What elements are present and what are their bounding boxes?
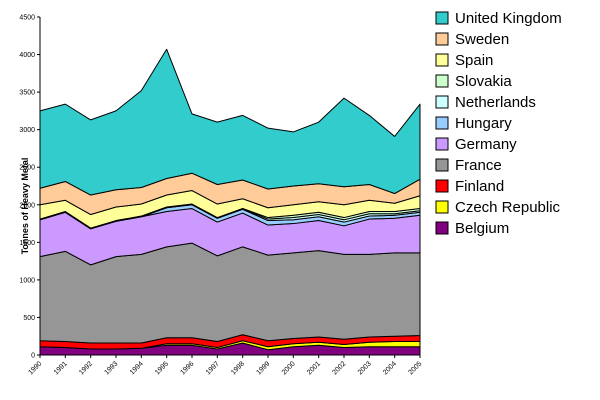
legend-item-sweden: Sweden (435, 31, 509, 48)
y-tick-label: 4000 (19, 52, 35, 59)
y-tick-label: 2000 (19, 202, 35, 209)
legend-swatch (435, 95, 449, 109)
y-tick-label: 1000 (19, 277, 35, 284)
legend-item-slovakia: Slovakia (435, 73, 512, 90)
legend-swatch (435, 32, 449, 46)
x-tick-label: 2003 (357, 360, 373, 376)
x-tick-label: 2002 (331, 360, 347, 376)
legend-swatch (435, 11, 449, 25)
legend-item-germany: Germany (435, 136, 517, 153)
legend-swatch (435, 158, 449, 172)
legend-swatch (435, 116, 449, 130)
legend-label: Czech Republic (455, 199, 561, 216)
x-tick-label: 1993 (103, 360, 119, 376)
legend-swatch (435, 200, 449, 214)
legend-label: United Kingdom (455, 10, 562, 27)
legend-label: Spain (455, 52, 493, 69)
legend-swatch (435, 53, 449, 67)
x-tick-label: 2005 (407, 360, 423, 376)
y-tick-label: 4500 (19, 15, 35, 22)
x-tick-label: 1990 (27, 360, 43, 376)
y-tick-labels: 0 500 1000 1500 2000 2500 3000 3500 4000 4500 (19, 15, 35, 360)
legend-label: Slovakia (455, 73, 512, 90)
x-tick-label: 1995 (154, 360, 170, 376)
y-tick-label: 0 (31, 353, 35, 360)
x-tick-label: 1994 (129, 360, 145, 376)
x-tick-label: 1998 (230, 360, 246, 376)
x-tick-label: 2000 (281, 360, 297, 376)
legend-label: Finland (455, 178, 504, 195)
legend-item-spain: Spain (435, 52, 493, 69)
y-axis-label: Tonnes of Heavy Metal (20, 158, 30, 255)
legend-item-france: France (435, 157, 502, 174)
legend-label: Sweden (455, 31, 509, 48)
x-tick-label: 2004 (382, 360, 398, 376)
legend-label: Netherlands (455, 94, 536, 111)
y-tick-label: 3500 (19, 90, 35, 97)
legend-label: Belgium (455, 220, 509, 237)
x-tick-label: 1991 (53, 360, 69, 376)
y-tick-label: 2500 (19, 165, 35, 172)
legend-swatch (435, 137, 449, 151)
legend-item-hungary: Hungary (435, 115, 512, 132)
y-tick-label: 3000 (19, 127, 35, 134)
legend-swatch (435, 179, 449, 193)
chart-axes (37, 16, 421, 358)
area-united-kingdom (39, 48, 421, 196)
area-series-group (39, 48, 421, 356)
legend-swatch (435, 74, 449, 88)
y-tick-label: 1500 (19, 240, 35, 247)
legend-label: Hungary (455, 115, 512, 132)
x-tick-label: 1996 (179, 360, 195, 376)
x-tick-labels: 1990 1991 1992 1993 1994 1995 1996 1997 1998 1999… (27, 360, 423, 376)
legend-item-finland: Finland (435, 178, 504, 195)
x-tick-label: 1992 (78, 360, 94, 376)
legend-label: Germany (455, 136, 517, 153)
x-tick-label: 1997 (205, 360, 221, 376)
legend-item-czech-republic: Czech Republic (435, 199, 561, 216)
legend-item-united-kingdom: United Kingdom (435, 10, 562, 27)
legend-item-belgium: Belgium (435, 220, 509, 237)
y-tick-label: 500 (23, 315, 35, 322)
x-tick-label: 2001 (306, 360, 322, 376)
legend: United Kingdom Sweden Spain Slovakia Netherl… (435, 10, 562, 237)
x-tick-label: 1999 (255, 360, 271, 376)
legend-swatch (435, 221, 449, 235)
legend-item-netherlands: Netherlands (435, 94, 536, 111)
legend-label: France (455, 157, 502, 174)
